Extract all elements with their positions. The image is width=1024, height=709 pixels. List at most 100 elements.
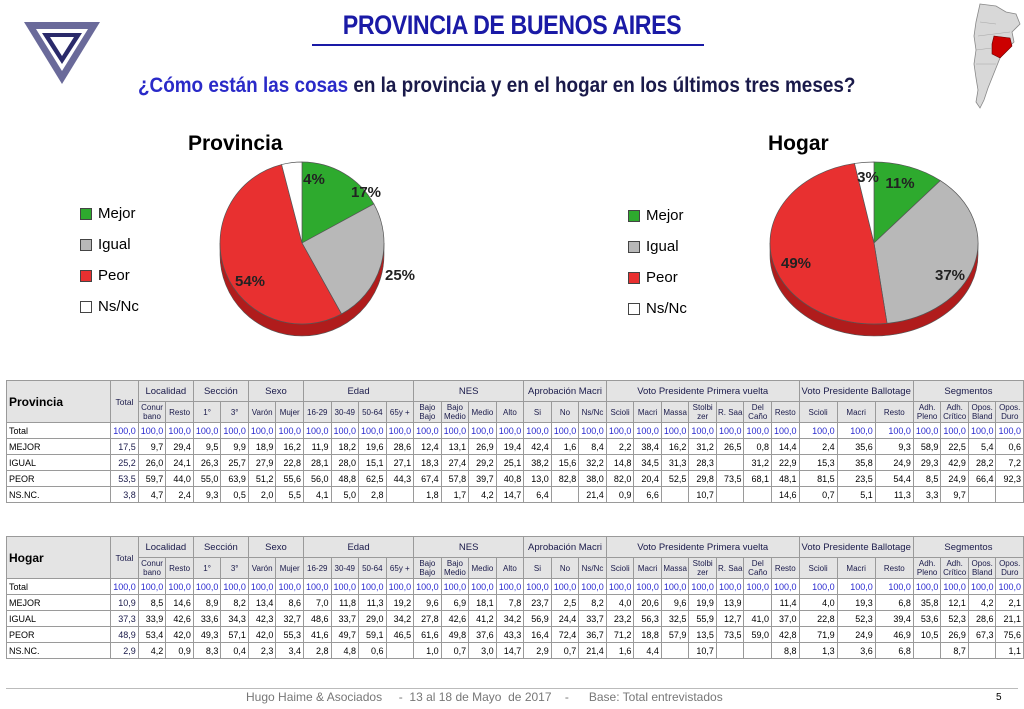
row-label: MEJOR [5,438,112,455]
table-cell: 71,9 [798,626,838,643]
column-header: Macri [836,557,876,579]
table-cell: 0,9 [605,486,635,503]
table-cell: 100,0 [247,422,277,439]
table-cell: 42,6 [165,610,194,627]
table-cell [743,642,772,659]
column-header: Alto [495,401,525,423]
table-cell: 49,3 [192,626,222,643]
table-cell: 35,8 [836,454,876,471]
table-header-groups: Hogar Total Localidad Sección Sexo Edad NES Apr… [5,536,1024,579]
pie-label-igual: 37% [935,267,965,284]
table-cell: 63,9 [220,470,249,487]
table-cell: 14,4 [771,438,800,455]
table-cell: 4,0 [798,594,838,611]
table-cell [660,642,690,659]
row-label: IGUAL [5,610,112,627]
table-cell: 100,0 [247,578,277,595]
page-subtitle: ¿Cómo están las cosas en la provincia y … [138,74,855,98]
legend-item: Igual [80,229,139,260]
row-label: MEJOR [5,594,112,611]
column-group-header: Sexo [247,380,304,402]
table-cell: 9,7 [940,486,969,503]
table-cell: 7,8 [495,594,525,611]
column-header: Conur bano [137,401,167,423]
column-header: 50-64 [358,557,387,579]
table-cell: 0,7 [550,642,580,659]
table-cell: 8,8 [771,642,800,659]
table-cell: 22,9 [771,454,800,471]
table-cell: 19,9 [688,594,717,611]
table-cell: 14,6 [165,594,194,611]
table-cell: 100,0 [688,422,717,439]
table-cell: 100,0 [495,578,525,595]
pie-label-peor: 54% [235,273,265,290]
column-header: Conur bano [137,557,167,579]
table-cell: 4,4 [633,642,662,659]
table-cell: 28,2 [967,454,997,471]
table-cell: 37,3 [110,610,139,627]
table-cell: 19,6 [358,438,387,455]
table-cell: 4,2 [468,486,497,503]
legend-label: Ns/Nc [646,300,687,317]
logo [24,22,100,84]
table-cell: 100,0 [413,422,442,439]
legend-label: Ns/Nc [98,298,139,315]
column-header: 65y + [385,557,415,579]
column-header: Del Caño [743,401,772,423]
table-cell: 21,1 [995,610,1024,627]
table-cell: 10,5 [912,626,942,643]
table-cell: 29,0 [358,610,387,627]
table-cell: 27,4 [440,454,470,471]
table-cell: 100,0 [137,578,167,595]
pie-slice-igual [873,180,979,324]
column-header: 30-49 [330,557,360,579]
pie-slice-nsnc [854,161,875,244]
table-cell: 67,3 [967,626,997,643]
column-header: Resto [874,401,914,423]
table-cell: 20,4 [633,470,662,487]
table-cell: 13,0 [523,470,552,487]
table-cell: 100,0 [715,422,745,439]
table-cell: 27,9 [247,454,277,471]
table-cell: 2,4 [165,486,194,503]
table-cell: 57,9 [660,626,690,643]
table-cell: 48,9 [110,626,139,643]
legend-swatch [80,238,92,251]
table-cell: 29,8 [688,470,717,487]
column-header: Bajo Bajo [413,557,442,579]
column-header: R. Saa [715,401,745,423]
table-cell: 11,4 [771,594,800,611]
table-cell: 1,6 [605,642,635,659]
column-header: Resto [165,557,194,579]
table-cell: 1,8 [413,486,442,503]
table-cell: 39,4 [874,610,914,627]
column-header: Adh. Pleno [912,557,942,579]
table-cell: 32,7 [275,610,304,627]
table-cell: 26,9 [940,626,969,643]
table-cell: 73,5 [715,470,745,487]
table-cell: 2,0 [247,486,277,503]
column-header: 3° [220,401,249,423]
pie-slice-mejor [873,161,941,244]
column-group-header: Voto Presidente Ballotage [798,536,914,558]
column-header: Varón [247,557,277,579]
table-cell: 13,9 [715,594,745,611]
table-cell: 9,3 [874,438,914,455]
table-cell: 15,1 [358,454,387,471]
table-cell: 41,0 [743,610,772,627]
table-name: Hogar [5,536,112,579]
table-cell: 8,5 [912,470,942,487]
table-cell: 6,6 [633,486,662,503]
table-cell: 28,6 [967,610,997,627]
table-cell: 100,0 [192,578,222,595]
table-cell: 35,8 [912,594,942,611]
table-cell: 100,0 [220,578,249,595]
legend-label: Peor [98,267,130,284]
table-cell: 3,0 [468,642,497,659]
column-header: Massa [660,557,690,579]
table-row: IGUAL 37,3 33,9 42,6 33,6 34,3 42,3 32,7 48,6 33,… [5,610,1024,627]
table-cell: 0,8 [743,438,772,455]
table-cell [743,594,772,611]
pie-label-mejor: 17% [351,184,381,201]
column-group-header: NES [413,380,525,402]
